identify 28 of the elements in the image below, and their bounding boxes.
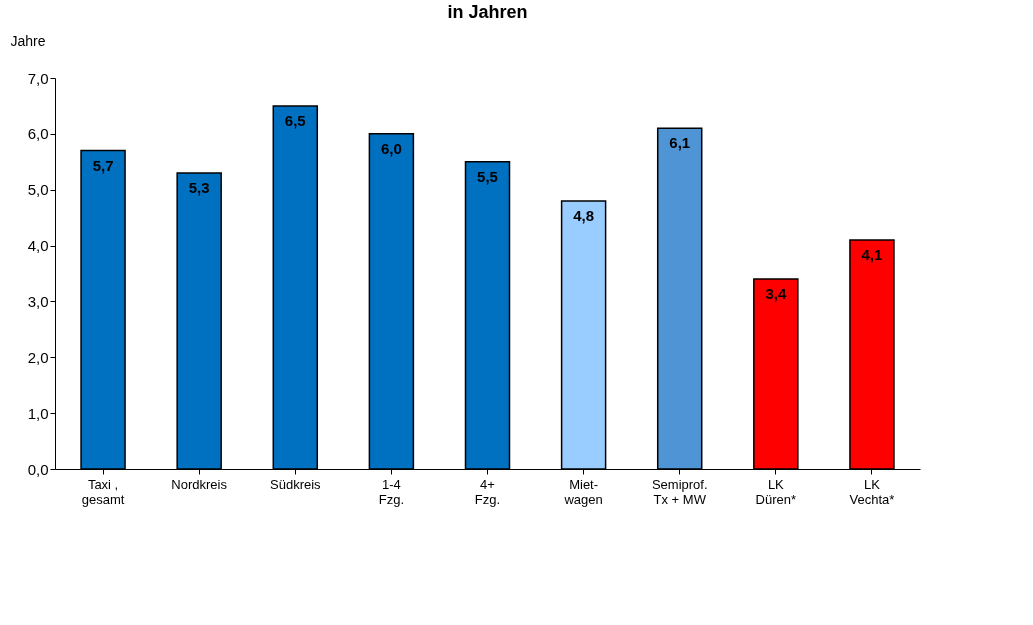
y-tick-label: 4,0 — [27, 237, 49, 255]
data-label: 5,3 — [188, 178, 210, 196]
data-label: 5,7 — [92, 156, 114, 174]
x-tick-label: Miet- wagen — [563, 476, 603, 507]
data-label: 4,1 — [861, 245, 883, 263]
x-tick-label: LK Düren* — [755, 476, 797, 507]
x-tick-label: Taxi , gesamt — [81, 476, 125, 507]
y-tick-label: 6,0 — [27, 125, 49, 143]
x-tick-label: 4+ Fzg. — [474, 476, 501, 507]
data-label: 4,8 — [573, 206, 595, 224]
data-label: 6,1 — [669, 134, 691, 152]
y-tick-label: 1,0 — [27, 404, 49, 422]
x-tick-label: Südkreis — [269, 476, 322, 492]
data-label: 6,0 — [380, 139, 402, 157]
data-label: 3,4 — [765, 285, 787, 303]
x-tick-label: Semiprof. Tx + MW — [651, 476, 708, 507]
y-tick-label: 5,0 — [27, 181, 49, 199]
y-tick-label: 0,0 — [27, 460, 49, 478]
y-tick-label: 3,0 — [27, 292, 49, 310]
x-tick-label: 1-4 Fzg. — [378, 476, 405, 507]
data-label: 5,5 — [477, 167, 498, 185]
data-label: 6,5 — [284, 111, 306, 129]
y-tick-label: 7,0 — [27, 69, 49, 87]
chart-title: in Jahren — [447, 2, 528, 22]
y-axis-title: Jahre — [10, 32, 46, 49]
x-tick-label: LK Vechta* — [849, 476, 895, 507]
x-tick-label: Nordkreis — [171, 476, 228, 492]
y-tick-label: 2,0 — [27, 348, 49, 366]
